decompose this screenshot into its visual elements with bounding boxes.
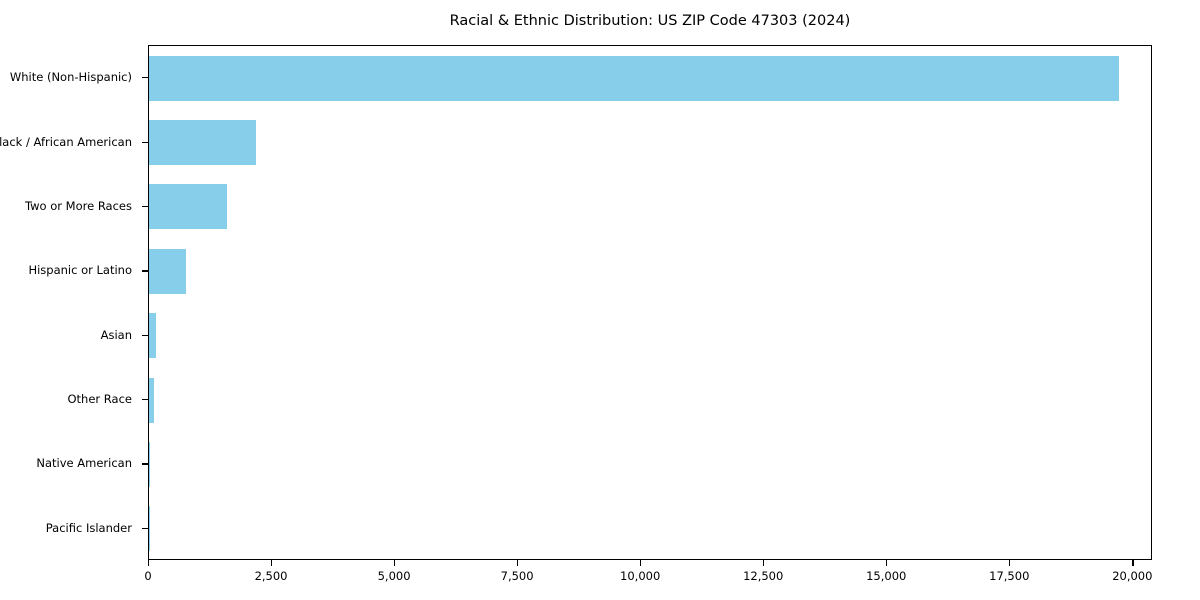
bar-band xyxy=(149,432,1151,496)
y-tick-label: Native American xyxy=(36,456,132,471)
y-tick-label: White (Non-Hispanic) xyxy=(9,70,132,85)
bar xyxy=(149,120,256,166)
x-tick-label: 0 xyxy=(144,569,152,583)
bar xyxy=(149,248,187,294)
x-tick-label: 7,500 xyxy=(500,569,534,583)
x-tick-label: 15,000 xyxy=(866,569,907,583)
y-tick-label: Pacific Islander xyxy=(45,520,132,535)
x-tick-mark xyxy=(1132,560,1134,566)
plot-area xyxy=(148,45,1152,560)
y-tick-mark xyxy=(142,77,148,79)
x-tick-mark xyxy=(271,560,273,566)
bar-band xyxy=(149,175,1151,239)
bar-band xyxy=(149,46,1151,110)
x-tick-mark xyxy=(763,560,765,566)
bar-band xyxy=(149,110,1151,174)
bar-band xyxy=(149,368,1151,432)
y-tick-mark xyxy=(142,527,148,529)
y-axis: White (Non-Hispanic) Black / African Amer… xyxy=(0,45,148,560)
x-tick-label: 20,000 xyxy=(1112,569,1153,583)
bar-band xyxy=(149,304,1151,368)
y-tick-label: Asian xyxy=(100,327,132,342)
x-tick-mark xyxy=(148,560,150,566)
y-tick-mark xyxy=(142,270,148,272)
x-tick-label: 5,000 xyxy=(377,569,411,583)
chart-title: Racial & Ethnic Distribution: US ZIP Cod… xyxy=(449,13,851,29)
x-tick-mark xyxy=(394,560,396,566)
y-tick-mark xyxy=(142,463,148,465)
bar xyxy=(149,55,1119,101)
x-tick-mark xyxy=(886,560,888,566)
x-axis: 0 2,500 5,000 7,500 10,000 12,500 15,000 17,500… xyxy=(144,560,1153,600)
x-tick-label: 2,500 xyxy=(254,569,288,583)
y-tick-mark xyxy=(142,205,148,208)
bar xyxy=(149,184,227,230)
bar xyxy=(149,313,157,359)
x-tick-label: 10,000 xyxy=(620,569,661,583)
y-tick-mark xyxy=(142,334,148,336)
y-tick-label: Other Race xyxy=(67,392,133,407)
x-tick-mark xyxy=(1009,560,1011,566)
y-tick-mark xyxy=(142,399,148,401)
bar-band xyxy=(149,497,1151,561)
bars-layer xyxy=(149,46,1151,559)
bar-band xyxy=(149,239,1151,303)
x-tick-label: 12,500 xyxy=(743,569,784,583)
y-tick-label: Black / African American xyxy=(0,134,132,149)
x-tick-label: 17,500 xyxy=(989,569,1030,583)
x-tick-mark xyxy=(640,560,642,566)
bar xyxy=(149,377,155,423)
bar xyxy=(149,441,151,487)
y-tick-label: Hispanic or Latino xyxy=(28,263,132,278)
x-tick-mark xyxy=(517,560,519,566)
y-tick-mark xyxy=(142,141,148,143)
y-tick-label: Two or More Races xyxy=(25,198,132,213)
